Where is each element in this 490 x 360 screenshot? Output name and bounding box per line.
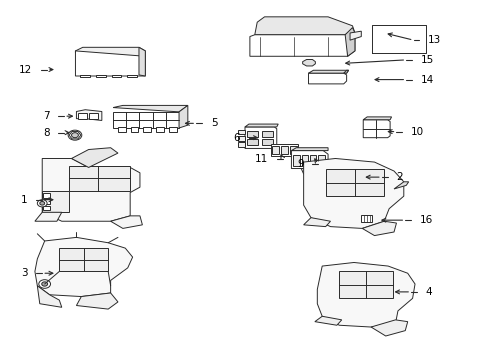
Polygon shape (250, 33, 347, 56)
Polygon shape (42, 191, 69, 212)
Polygon shape (59, 248, 108, 271)
Bar (290, 145, 297, 154)
Bar (262, 139, 273, 145)
Polygon shape (304, 218, 331, 226)
Polygon shape (362, 221, 396, 235)
Text: 9: 9 (297, 159, 304, 169)
Text: 7: 7 (43, 111, 49, 121)
Bar (238, 130, 245, 134)
Bar (294, 155, 300, 166)
Bar (127, 75, 137, 77)
Polygon shape (343, 70, 348, 73)
Circle shape (37, 200, 47, 207)
Polygon shape (326, 169, 384, 196)
Bar (131, 127, 139, 132)
Bar (310, 155, 317, 166)
Bar (43, 199, 50, 204)
Circle shape (40, 202, 45, 205)
Polygon shape (113, 112, 179, 128)
Polygon shape (292, 150, 328, 168)
Bar (112, 75, 122, 77)
Polygon shape (139, 47, 146, 76)
Polygon shape (69, 166, 130, 191)
Polygon shape (35, 212, 62, 221)
Bar (43, 193, 50, 198)
Text: 5: 5 (211, 118, 218, 128)
Polygon shape (318, 262, 415, 327)
Polygon shape (255, 17, 355, 35)
Polygon shape (245, 124, 278, 127)
Bar (247, 139, 258, 145)
Bar (238, 142, 245, 147)
Bar (96, 75, 106, 77)
Polygon shape (371, 320, 408, 336)
Text: 10: 10 (411, 127, 424, 136)
Text: 2: 2 (396, 172, 403, 182)
Text: 11: 11 (255, 154, 269, 164)
Circle shape (72, 133, 78, 138)
Text: 15: 15 (421, 55, 434, 65)
Polygon shape (301, 168, 314, 174)
Polygon shape (347, 33, 355, 56)
Bar (247, 131, 258, 137)
Bar (80, 75, 90, 77)
Text: 12: 12 (19, 64, 32, 75)
Bar (144, 127, 151, 132)
Polygon shape (42, 158, 140, 221)
Polygon shape (361, 215, 372, 222)
Text: 8: 8 (43, 128, 49, 138)
Polygon shape (292, 148, 328, 150)
Circle shape (42, 282, 48, 286)
Polygon shape (245, 127, 277, 148)
Polygon shape (113, 105, 188, 112)
Bar (262, 131, 273, 137)
Polygon shape (72, 148, 118, 167)
Polygon shape (179, 105, 188, 128)
Text: 4: 4 (426, 287, 432, 297)
Bar (89, 113, 98, 120)
Bar (272, 145, 279, 154)
Polygon shape (76, 110, 102, 121)
Polygon shape (35, 237, 133, 297)
Polygon shape (363, 120, 390, 138)
Polygon shape (363, 117, 392, 120)
Polygon shape (75, 51, 146, 76)
Polygon shape (303, 59, 316, 66)
Polygon shape (315, 316, 342, 325)
Bar (238, 136, 245, 140)
Polygon shape (37, 286, 62, 307)
Polygon shape (76, 293, 118, 309)
Polygon shape (339, 271, 393, 298)
Polygon shape (350, 31, 361, 40)
Text: 16: 16 (420, 215, 433, 225)
Text: 14: 14 (421, 75, 434, 85)
Polygon shape (75, 47, 146, 58)
Polygon shape (271, 144, 298, 156)
Text: 3: 3 (21, 268, 27, 278)
Circle shape (68, 130, 82, 140)
Polygon shape (111, 216, 143, 228)
Text: 13: 13 (428, 35, 441, 45)
Bar (169, 127, 176, 132)
Text: 6: 6 (234, 133, 240, 143)
Bar (118, 127, 126, 132)
Bar (78, 113, 87, 120)
Polygon shape (394, 182, 409, 189)
Bar (43, 206, 50, 211)
Bar (156, 127, 164, 132)
Polygon shape (309, 73, 346, 84)
Bar (318, 155, 325, 166)
Polygon shape (304, 158, 404, 228)
Bar (281, 145, 288, 154)
Polygon shape (345, 28, 355, 56)
Circle shape (39, 280, 50, 288)
Text: 1: 1 (21, 195, 27, 205)
Bar (302, 155, 308, 166)
Polygon shape (309, 70, 348, 73)
